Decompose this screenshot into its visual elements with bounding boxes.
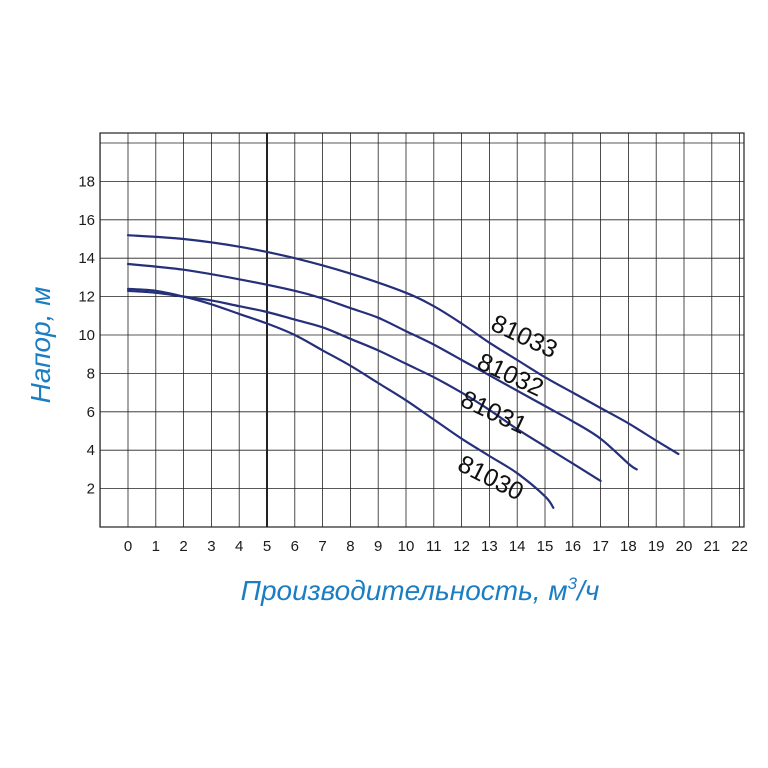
curve-81030	[126, 287, 555, 509]
y-tick-labels: 2 4 6 8 10 12 14 16 18	[78, 173, 95, 497]
curves-group	[126, 234, 680, 509]
series-label-81030: 81030	[453, 450, 528, 507]
x-tick-label: 14	[509, 538, 526, 555]
y-tick-label: 8	[87, 365, 95, 382]
x-tick-label: 8	[346, 538, 354, 555]
x-tick-label: 16	[564, 538, 581, 555]
x-tick-label: 18	[620, 538, 637, 555]
x-tick-label: 15	[537, 538, 554, 555]
x-tick-label: 17	[592, 538, 609, 555]
y-tick-label: 14	[78, 250, 95, 267]
plot-border	[99, 132, 745, 528]
curve-81033	[126, 234, 680, 456]
x-tick-label: 1	[152, 538, 160, 555]
curve-81032	[126, 262, 638, 471]
x-tick-label: 0	[124, 538, 132, 555]
y-tick-label: 4	[87, 442, 95, 459]
y-tick-label: 10	[78, 327, 95, 344]
x-tick-label: 4	[235, 538, 243, 555]
curve-81031	[126, 289, 602, 482]
y-tick-label: 2	[87, 481, 95, 498]
x-axis-title-main: Производительность, м	[241, 575, 568, 606]
x-tick-label: 9	[374, 538, 382, 555]
x-tick-label: 6	[291, 538, 299, 555]
y-axis-title: Напор, м	[25, 287, 56, 404]
x-axis-title: Производительность, м3/ч	[241, 574, 600, 606]
x-tick-label: 19	[648, 538, 665, 555]
x-tick-label: 7	[318, 538, 326, 555]
x-tick-label: 20	[676, 538, 693, 555]
x-axis-title-tail: /ч	[575, 575, 599, 606]
x-tick-label: 2	[179, 538, 187, 555]
x-tick-label: 22	[731, 538, 748, 555]
x-tick-label: 5	[263, 538, 271, 555]
plot-frame	[99, 132, 745, 528]
x-axis-title-sup: 3	[568, 574, 578, 593]
x-tick-label: 13	[481, 538, 498, 555]
y-tick-label: 6	[87, 404, 95, 421]
x-tick-label: 21	[703, 538, 720, 555]
x-tick-label: 10	[398, 538, 415, 555]
x-tick-label: 12	[453, 538, 470, 555]
chart-grid	[99, 133, 744, 528]
x-tick-labels: 0 1 2 3 4 5 6 7 8 9 10 11 12 13 14 15 16 17 18 19 20 21 22	[124, 538, 748, 555]
x-tick-label: 3	[207, 538, 215, 555]
y-tick-label: 12	[78, 289, 95, 306]
x-tick-label: 11	[426, 538, 442, 555]
y-tick-label: 16	[78, 212, 95, 229]
y-tick-label: 18	[78, 173, 95, 190]
